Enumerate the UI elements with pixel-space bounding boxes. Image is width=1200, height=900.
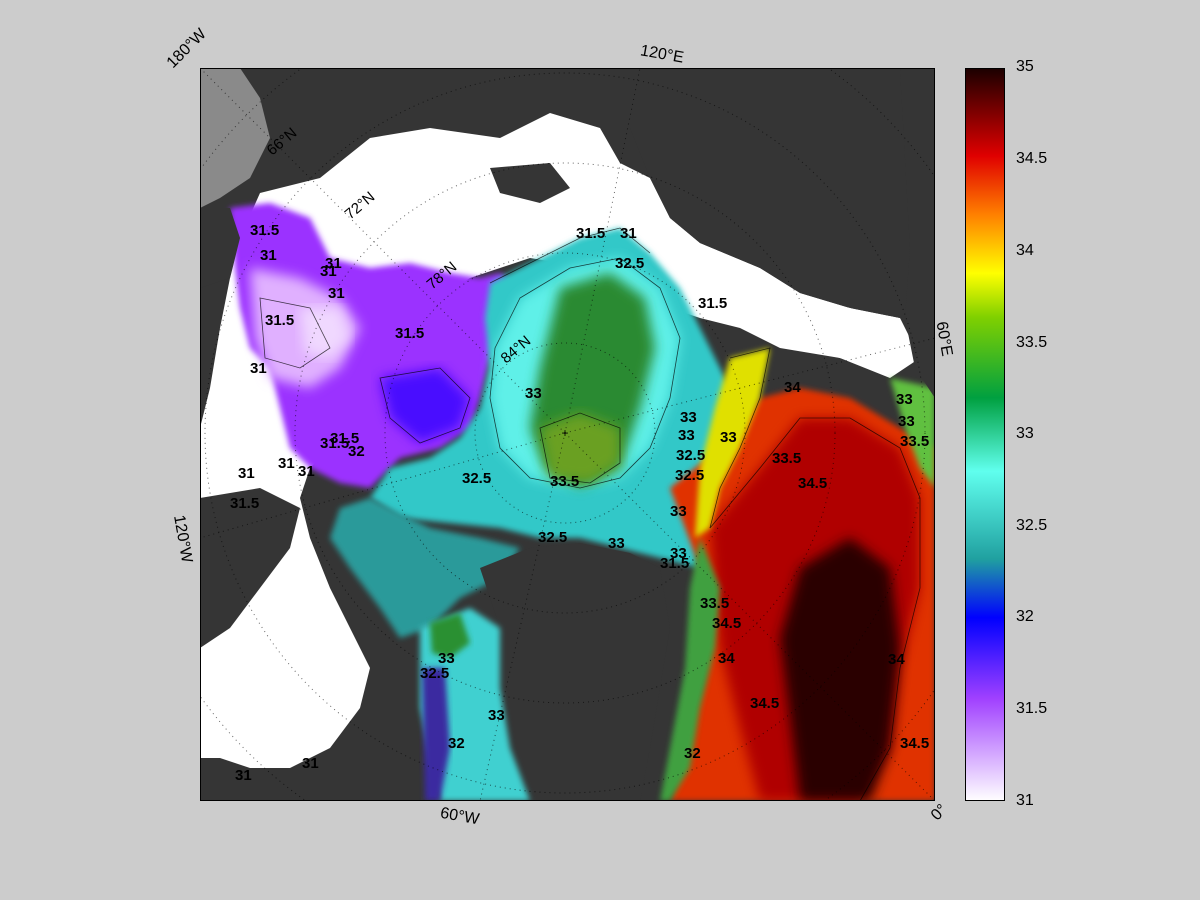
alaska-land [200, 208, 240, 288]
contour-label: 33 [896, 391, 913, 408]
contour-label: 31 [298, 463, 315, 480]
contour-label: 31 [260, 247, 277, 264]
contour-label: 32.5 [538, 529, 567, 546]
contour-label: 32.5 [676, 447, 705, 464]
contour-label: 31 [302, 755, 319, 772]
contour-label: 34.5 [712, 615, 741, 632]
lon-label-120w: 120°W [170, 513, 196, 565]
colorbar-tick: 31.5 [1016, 700, 1048, 717]
contour-label: 33.5 [700, 595, 729, 612]
contour-label: 31 [250, 360, 267, 377]
contour-label: 31 [235, 767, 252, 784]
contour-label: 32.5 [675, 467, 704, 484]
contour-label: 33.5 [550, 473, 579, 490]
colorbar-gradient [965, 68, 1005, 801]
contour-label: 33 [898, 413, 915, 430]
north-pole-marker: + [561, 426, 568, 440]
lon-label-60e: 60°E [932, 320, 956, 358]
contour-label: 32.5 [462, 470, 491, 487]
siberia-ice-shelf [670, 248, 920, 373]
atlantic-deep-core [780, 538, 900, 801]
contour-label: 33.5 [772, 450, 801, 467]
colorbar-border [965, 68, 1005, 801]
colorbar-tick: 34 [1016, 242, 1034, 259]
contour-label: 33 [720, 429, 737, 446]
colorbar-tick: 34.5 [1016, 150, 1048, 167]
lon-label-0: 0° [927, 801, 951, 825]
contour-label: 33 [678, 427, 695, 444]
green-band [660, 538, 720, 801]
deep-blue-patch [380, 368, 470, 443]
map-border [200, 68, 935, 801]
lon-label-120e: 120°E [638, 42, 685, 67]
contour-label: 34 [888, 651, 905, 668]
colorbar-tick: 35 [1016, 58, 1034, 75]
colorbar-tick: 32.5 [1016, 517, 1048, 534]
colorbar [965, 68, 1005, 801]
contour-lines [259, 227, 921, 801]
contour-label: 33 [670, 545, 687, 562]
contour-label: 34 [784, 379, 801, 396]
contour-label: 33 [488, 707, 505, 724]
contour-label: 33 [525, 385, 542, 402]
contour-label: 31.5 [395, 325, 424, 342]
contour-label: 33 [608, 535, 625, 552]
contour-label: 33 [438, 650, 455, 667]
contour-label: 32 [348, 443, 365, 460]
contour-label: 34.5 [900, 735, 929, 752]
contour-label: 33 [670, 503, 687, 520]
contour-label: 31 [328, 285, 345, 302]
archipelago-channels [330, 498, 520, 638]
contour-label: 32 [448, 735, 465, 752]
contour-label: 32 [684, 745, 701, 762]
contour-label: 31 [325, 255, 342, 272]
contour-label: 31.5 [265, 312, 294, 329]
contour-label: 32.5 [420, 665, 449, 682]
contour-label: 34 [718, 650, 735, 667]
lon-label-180w: 180°W [163, 25, 210, 72]
east-green-band [890, 378, 935, 488]
contour-label: 31.5 [250, 222, 279, 239]
yellow-band [695, 348, 770, 538]
contour-label: 31.5 [576, 225, 605, 242]
salinity-map: + 66°N 72°N 78°N 84°N 31.5 31 31 31 31.5… [200, 68, 935, 801]
contour-label-group: 31.5 31 31 31 31.5 31.5 31 31.5 31.5 32 … [230, 222, 929, 784]
contour-label: 31 [620, 225, 637, 242]
baffin-deep [422, 668, 450, 801]
contour-label: 31.5 [230, 495, 259, 512]
contour-label: 31 [238, 465, 255, 482]
contour-label: 31 [320, 263, 337, 280]
colorbar-tick: 32 [1016, 608, 1034, 625]
northern-land-patch [490, 163, 570, 203]
canada-land [200, 488, 300, 648]
contour-label: 34.5 [798, 475, 827, 492]
contour-label: 33.5 [900, 433, 929, 450]
contour-label: 31.5 [660, 555, 689, 572]
contour-label: 33 [680, 409, 697, 426]
yellow-green-core [540, 413, 620, 483]
siberia-land [630, 68, 935, 338]
contour-label: 31.5 [320, 435, 349, 452]
contour-label: 32.5 [615, 255, 644, 272]
contour-label: 34.5 [750, 695, 779, 712]
graticule [200, 68, 935, 801]
contour-label: 31.5 [330, 430, 359, 447]
contour-label: 31 [278, 455, 295, 472]
baffin-green [430, 613, 470, 658]
light-violet-patch-2 [300, 308, 350, 358]
contour-label: 31.5 [698, 295, 727, 312]
colorbar-tick: 31 [1016, 792, 1034, 809]
scandinavia-land [900, 68, 935, 398]
greenland-land [480, 543, 670, 801]
colorbar-tick: 33 [1016, 425, 1034, 442]
lon-label-60w: 60°W [438, 804, 481, 829]
colorbar-tick: 33.5 [1016, 334, 1048, 351]
missing-data-region [200, 68, 270, 208]
